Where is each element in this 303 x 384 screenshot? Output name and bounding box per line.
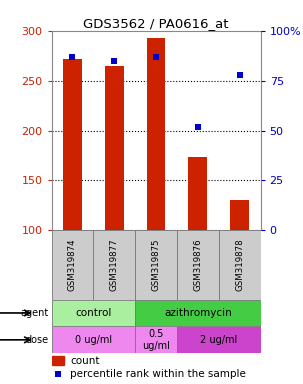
Point [237,71,242,78]
Text: azithromycin: azithromycin [164,308,232,318]
Text: control: control [75,308,112,318]
Point [154,54,158,60]
Bar [52,300,135,326]
Bar [177,326,261,353]
Point [112,58,117,64]
Text: percentile rank within the sample: percentile rank within the sample [70,369,246,379]
Bar [52,230,93,300]
Bar [135,326,177,353]
Text: count: count [70,356,100,366]
Bar [135,300,261,326]
Bar [52,326,135,353]
Text: 0.5
ug/ml: 0.5 ug/ml [142,329,170,351]
Bar [219,230,261,300]
Text: GSM319875: GSM319875 [152,238,161,291]
Bar [188,157,207,230]
Bar [135,230,177,300]
Bar [93,230,135,300]
Bar [105,66,124,230]
Point [55,371,60,377]
Text: agent: agent [20,308,48,318]
Point [195,124,200,130]
Text: GSM319877: GSM319877 [110,238,119,291]
Text: dose: dose [25,335,48,345]
Title: GDS3562 / PA0616_at: GDS3562 / PA0616_at [83,17,229,30]
Text: GSM319878: GSM319878 [235,238,244,291]
Bar [177,230,219,300]
Bar [230,200,249,230]
Text: GSM319876: GSM319876 [193,238,202,291]
Text: 2 ug/ml: 2 ug/ml [200,335,237,345]
Bar [147,38,165,230]
Text: 0 ug/ml: 0 ug/ml [75,335,112,345]
Point [70,54,75,60]
Bar [52,356,64,366]
Bar [63,59,82,230]
Text: GSM319874: GSM319874 [68,238,77,291]
